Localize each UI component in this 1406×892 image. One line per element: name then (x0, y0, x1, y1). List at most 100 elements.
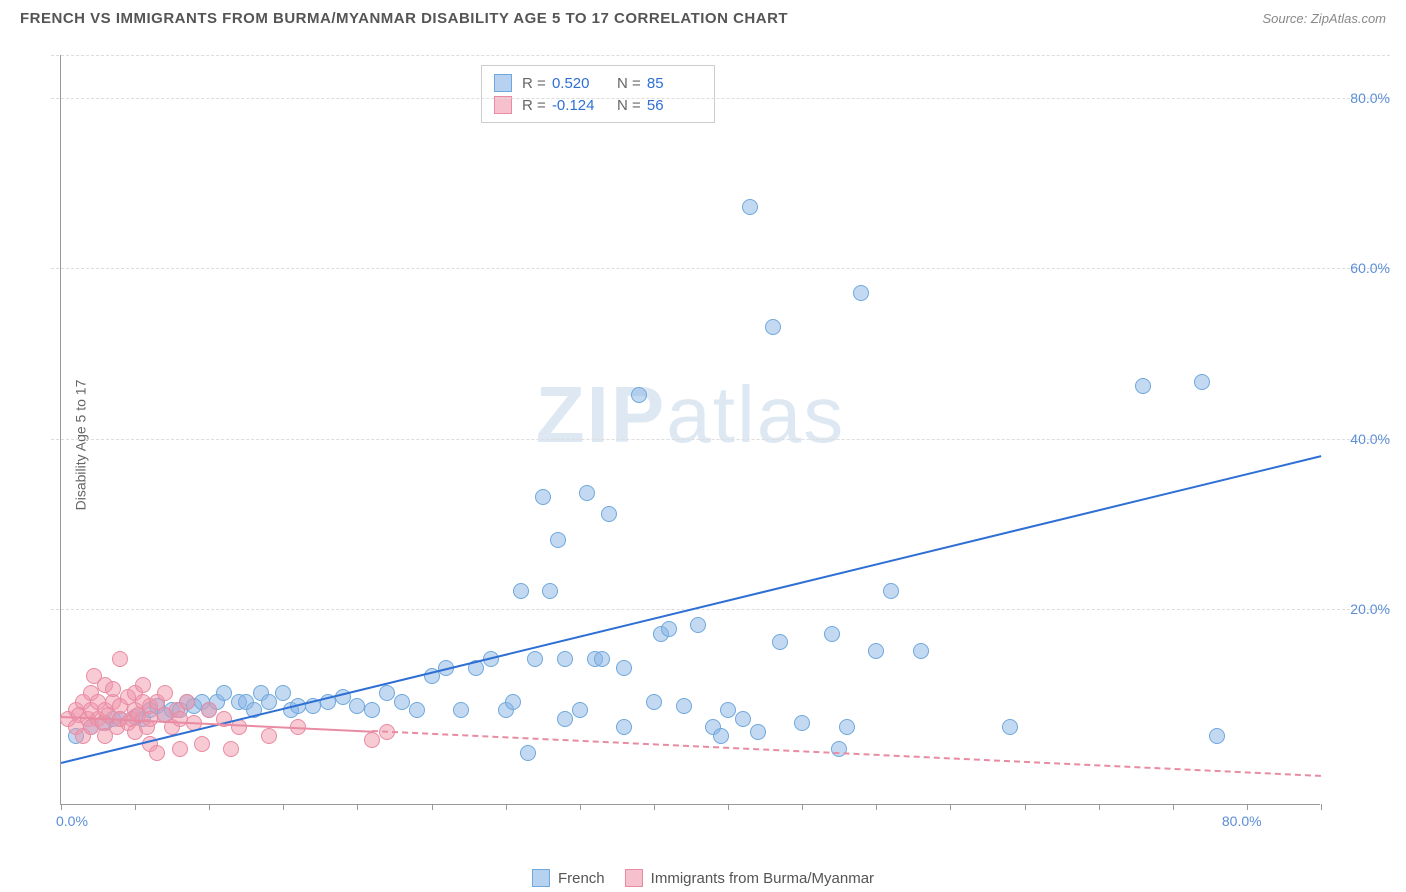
scatter-point-french (676, 698, 692, 714)
chart-container: Disability Age 5 to 17 ZIPatlas R = 0.52… (50, 45, 1390, 845)
scatter-point-french (513, 583, 529, 599)
xtick-mark (728, 804, 729, 810)
header: FRENCH VS IMMIGRANTS FROM BURMA/MYANMAR … (0, 0, 1406, 32)
xtick-mark (654, 804, 655, 810)
scatter-point-burma (194, 736, 210, 752)
scatter-point-french (883, 583, 899, 599)
xtick-mark (1321, 804, 1322, 810)
scatter-point-burma (179, 694, 195, 710)
scatter-point-french (1135, 378, 1151, 394)
scatter-point-french (542, 583, 558, 599)
ytick-label: 80.0% (1350, 90, 1390, 106)
scatter-point-burma (135, 677, 151, 693)
swatch-pink-icon (494, 96, 512, 114)
scatter-point-burma (157, 685, 173, 701)
scatter-point-french (216, 685, 232, 701)
xtick-mark (876, 804, 877, 810)
scatter-point-french (853, 285, 869, 301)
scatter-point-french (839, 719, 855, 735)
watermark-suffix: atlas (666, 370, 845, 459)
scatter-point-french (594, 651, 610, 667)
ytick-label: 40.0% (1350, 431, 1390, 447)
scatter-point-french (750, 724, 766, 740)
xtick-mark (1173, 804, 1174, 810)
scatter-point-burma (112, 651, 128, 667)
swatch-blue-icon (532, 869, 550, 887)
xtick-mark (506, 804, 507, 810)
gridline (51, 268, 1390, 269)
scatter-point-burma (261, 728, 277, 744)
source-attribution: Source: ZipAtlas.com (1262, 11, 1386, 26)
gridline (51, 439, 1390, 440)
trend-line-burma-dashed (372, 730, 1321, 777)
scatter-point-french (1194, 374, 1210, 390)
swatch-blue-icon (494, 74, 512, 92)
scatter-point-french (742, 199, 758, 215)
watermark: ZIPatlas (536, 369, 845, 461)
scatter-point-burma (172, 741, 188, 757)
ytick-label: 60.0% (1350, 260, 1390, 276)
xtick-mark (432, 804, 433, 810)
scatter-point-burma (172, 711, 188, 727)
xtick-mark (950, 804, 951, 810)
scatter-point-burma (223, 741, 239, 757)
scatter-point-french (765, 319, 781, 335)
scatter-point-french (824, 626, 840, 642)
r-value-burma: -0.124 (552, 97, 607, 114)
scatter-point-french (261, 694, 277, 710)
scatter-point-french (520, 745, 536, 761)
scatter-point-french (631, 387, 647, 403)
legend-item-french: French (532, 869, 605, 887)
scatter-point-burma (105, 681, 121, 697)
stats-row-french: R = 0.520 N = 85 (494, 72, 702, 94)
scatter-point-french (690, 617, 706, 633)
xtick-mark (1099, 804, 1100, 810)
gridline (51, 98, 1390, 99)
scatter-point-french (535, 489, 551, 505)
ytick-label: 20.0% (1350, 601, 1390, 617)
scatter-point-french (616, 719, 632, 735)
scatter-point-french (505, 694, 521, 710)
scatter-point-french (646, 694, 662, 710)
scatter-point-french (550, 532, 566, 548)
legend-label-burma: Immigrants from Burma/Myanmar (651, 870, 874, 887)
scatter-point-burma (149, 745, 165, 761)
legend-item-burma: Immigrants from Burma/Myanmar (625, 869, 874, 887)
bottom-legend: French Immigrants from Burma/Myanmar (532, 869, 874, 887)
xtick-mark (1247, 804, 1248, 810)
xtick-mark (580, 804, 581, 810)
scatter-point-french (394, 694, 410, 710)
scatter-point-french (453, 702, 469, 718)
gridline (51, 609, 1390, 610)
n-value-burma: 56 (647, 97, 702, 114)
scatter-point-french (720, 702, 736, 718)
xtick-label: 0.0% (56, 813, 88, 829)
n-label: N = (617, 75, 641, 92)
scatter-point-french (349, 698, 365, 714)
scatter-point-french (557, 711, 573, 727)
scatter-point-french (735, 711, 751, 727)
scatter-point-burma (364, 732, 380, 748)
watermark-prefix: ZIP (536, 370, 666, 459)
stats-box: R = 0.520 N = 85 R = -0.124 N = 56 (481, 65, 715, 123)
scatter-point-french (713, 728, 729, 744)
scatter-point-french (527, 651, 543, 667)
scatter-point-french (364, 702, 380, 718)
scatter-point-french (794, 715, 810, 731)
xtick-mark (283, 804, 284, 810)
chart-title: FRENCH VS IMMIGRANTS FROM BURMA/MYANMAR … (20, 10, 788, 27)
xtick-mark (802, 804, 803, 810)
scatter-point-french (409, 702, 425, 718)
scatter-point-french (572, 702, 588, 718)
xtick-mark (209, 804, 210, 810)
scatter-point-burma (201, 702, 217, 718)
scatter-point-french (557, 651, 573, 667)
n-label: N = (617, 97, 641, 114)
scatter-point-french (661, 621, 677, 637)
xtick-label: 80.0% (1222, 813, 1262, 829)
scatter-point-french (1002, 719, 1018, 735)
scatter-point-french (579, 485, 595, 501)
gridline (51, 55, 1390, 56)
legend-label-french: French (558, 870, 605, 887)
scatter-point-french (868, 643, 884, 659)
